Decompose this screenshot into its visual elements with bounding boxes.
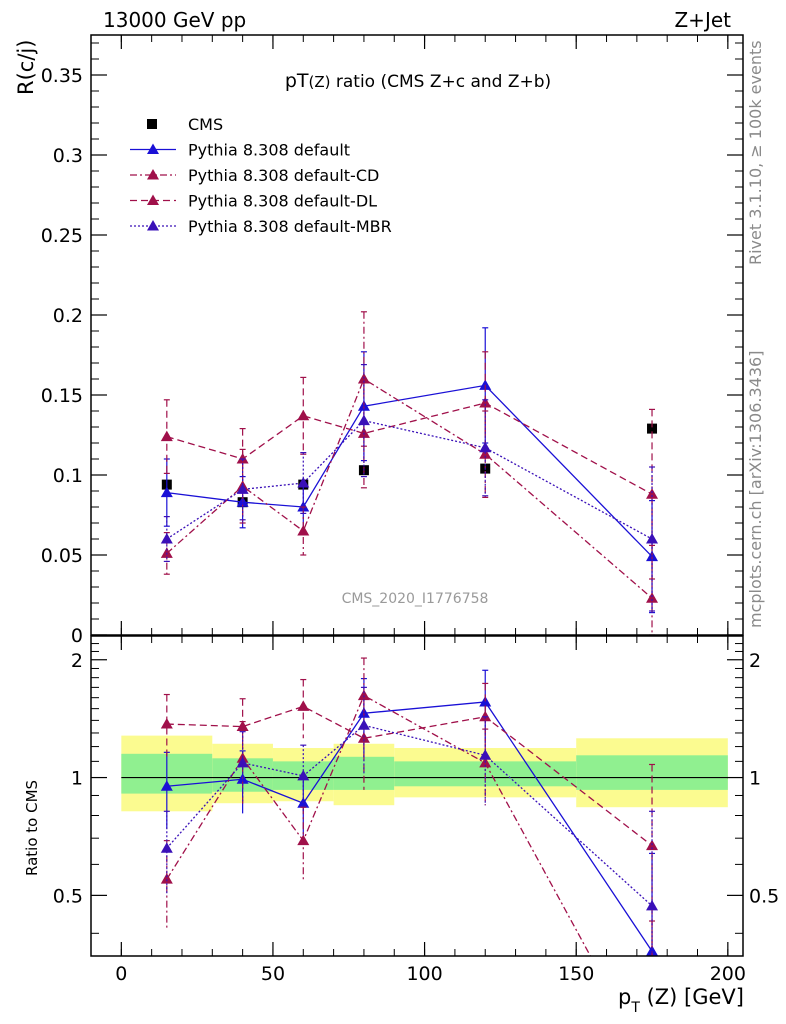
main-series-line-3 — [166, 402, 653, 495]
main-series-line-2 — [166, 378, 653, 599]
legend-label: Pythia 8.308 default-CD — [188, 166, 379, 185]
ratio-mc-point — [297, 700, 310, 711]
analysis-watermark: CMS_2020_I1776758 — [342, 591, 489, 607]
main-mc-point — [479, 441, 492, 453]
ratio-series-line-3 — [166, 724, 653, 907]
main-mc-point — [357, 414, 370, 426]
main-mc-point — [236, 496, 249, 507]
ratio-mc-point — [236, 720, 249, 732]
ratio-mc-point — [357, 689, 370, 701]
rivet-side-label: Rivet 3.1.10, ≥ 100k events — [746, 40, 765, 265]
main-mc-point — [646, 533, 659, 544]
main-mc-point — [297, 477, 310, 488]
main-mc-point — [160, 430, 173, 442]
main-series-1 — [160, 327, 659, 614]
ratio-mc-point — [646, 945, 659, 956]
x-axis-label: pT (Z) [GeV] — [618, 985, 744, 1016]
main-mc-point — [479, 397, 492, 408]
x-tick-label: 200 — [710, 963, 746, 985]
main-y-tick-label: 0 — [71, 625, 83, 647]
x-tick-label: 150 — [558, 963, 594, 985]
ratio-series-line-2 — [166, 705, 653, 847]
x-tick-label: 50 — [261, 963, 285, 985]
ratio-mc-point — [160, 780, 173, 791]
ratio-mc-point — [160, 842, 173, 853]
main-y-tick-label: 0.2 — [53, 305, 83, 327]
legend-label: CMS — [188, 115, 223, 134]
ratio-mc-point — [160, 718, 173, 729]
main-mc-point — [297, 525, 310, 536]
main-series-line-4 — [166, 419, 653, 540]
x-tick-label: 0 — [115, 963, 127, 985]
main-y-tick-label: 0.25 — [41, 225, 83, 247]
main-frame — [90, 34, 744, 636]
ratio-series-0 — [160, 669, 659, 956]
ratio-mc-point — [646, 899, 659, 911]
header-right-label: Z+Jet — [674, 8, 731, 32]
main-y-tick-label: 0.35 — [41, 65, 83, 87]
ratio-frame — [90, 635, 744, 957]
ratio-mc-point — [236, 756, 249, 768]
main-data-point — [647, 423, 658, 434]
ratio-series-line-0 — [166, 701, 653, 952]
ratio-y-tick-label: 2 — [71, 650, 83, 672]
ratio-y-tick-label-right: 1 — [749, 768, 761, 790]
ratio-mc-point — [479, 749, 492, 760]
legend-marker — [147, 194, 159, 205]
ratio-y-tick-label: 0.5 — [53, 885, 83, 907]
main-y-tick-label: 0.1 — [53, 465, 83, 487]
main-mc-point — [236, 453, 249, 464]
main-y-axis-label: R(c/j) — [14, 40, 38, 95]
ratio-mc-point — [357, 719, 370, 730]
main-y-tick-label: 0.3 — [53, 145, 83, 167]
ratio-series-3 — [160, 686, 659, 956]
main-mc-point — [297, 409, 310, 421]
x-tick-label: 100 — [406, 963, 442, 985]
main-series-2 — [160, 311, 659, 636]
main-y-tick-label: 0.05 — [41, 545, 83, 567]
ratio-y-tick-label-right: 0.5 — [749, 885, 779, 907]
main-series-4 — [160, 364, 659, 612]
main-chart-title: pT(Z) ratio (CMS Z+c and Z+b) — [285, 70, 551, 92]
legend-label: Pythia 8.308 default-MBR — [188, 217, 392, 236]
ratio-mc-point — [297, 769, 310, 781]
ratio-panel: 0.5 0.5 1 1 2 2 0 50 100 150 200 — [53, 635, 779, 985]
ratio-y-tick-label: 1 — [71, 768, 83, 790]
ratio-y-axis-label: Ratio to CMS — [23, 780, 41, 876]
legend-label: Pythia 8.308 default-DL — [188, 192, 377, 211]
main-mc-point — [160, 533, 173, 544]
main-series-0 — [161, 423, 658, 508]
ratio-y-tick-label-right: 2 — [749, 650, 761, 672]
ratio-mc-point — [479, 710, 492, 722]
legend-marker — [147, 169, 159, 180]
ratio-mc-point — [297, 834, 310, 846]
main-series-3 — [160, 351, 659, 580]
legend-marker — [147, 119, 157, 129]
ratio-inner-band — [576, 755, 728, 790]
main-series-line-1 — [166, 384, 653, 558]
main-panel: 0 0.05 0.1 0.15 0.2 0.25 0.3 0.35 — [41, 34, 744, 647]
ratio-mc-point — [160, 873, 173, 884]
legend-marker — [147, 143, 159, 154]
main-mc-point — [479, 379, 492, 390]
legend-marker — [147, 220, 159, 231]
legend: CMS Pythia 8.308 default Pythia 8.308 defa… — [130, 115, 392, 236]
main-y-tick-label: 0.15 — [41, 385, 83, 407]
main-mc-point — [646, 488, 659, 499]
mcplots-side-label: mcplots.cern.ch [arXiv:1306.3436] — [746, 351, 765, 628]
ratio-mc-point — [357, 732, 370, 743]
main-mc-point — [160, 486, 173, 498]
main-mc-point — [646, 592, 659, 603]
legend-label: Pythia 8.308 default — [188, 141, 350, 160]
main-mc-point — [236, 483, 249, 494]
header-left-label: 13000 GeV pp — [103, 8, 246, 32]
